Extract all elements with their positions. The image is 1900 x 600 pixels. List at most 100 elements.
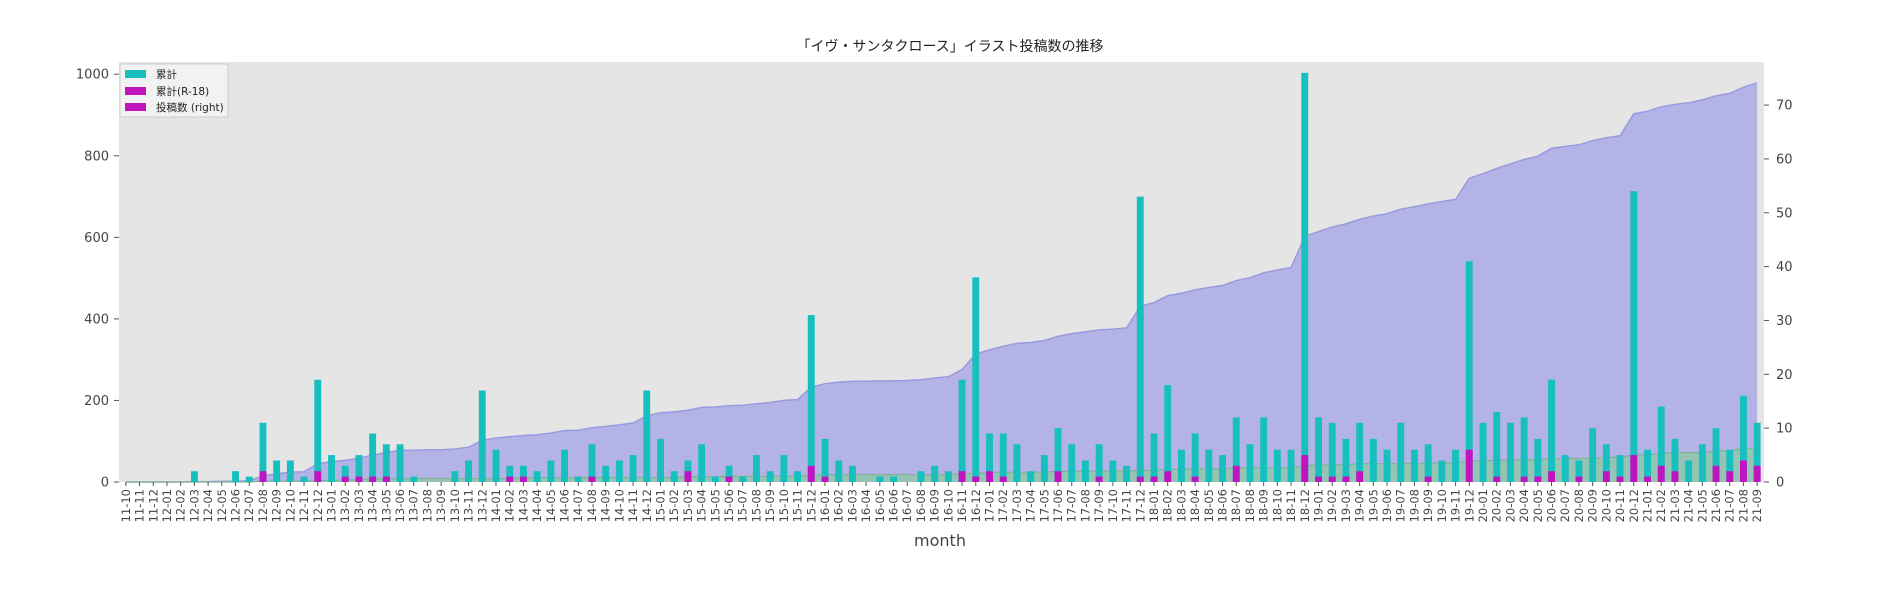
x-tick-label: 12-08: [256, 489, 270, 522]
x-tick-label: 17-08: [1078, 489, 1092, 522]
x-tick-label: 13-02: [338, 489, 352, 522]
x-tick-label: 12-11: [297, 489, 311, 522]
legend-box: [119, 63, 229, 118]
x-tick-label: 17-05: [1037, 489, 1051, 522]
bar-posts: [245, 476, 253, 482]
bar-posts: [191, 471, 198, 482]
x-tick-label: 18-04: [1188, 489, 1202, 522]
bar-posts-r18: [986, 471, 993, 482]
bar-posts: [300, 476, 308, 482]
bar-posts: [1328, 422, 1336, 482]
bar-posts-r18: [1054, 471, 1062, 482]
bar-posts-r18: [382, 476, 390, 482]
legend-label-total: 累計: [156, 68, 177, 81]
bar-posts: [1507, 422, 1514, 482]
x-tick-label: 13-12: [475, 489, 489, 522]
bar-posts: [1589, 428, 1597, 482]
bar-posts-r18: [1616, 476, 1624, 482]
bar-posts: [999, 433, 1007, 482]
bar-posts: [766, 471, 774, 482]
x-tick-label: 16-08: [914, 489, 928, 522]
bar-posts: [1191, 433, 1199, 482]
bar-posts: [1465, 261, 1473, 482]
bar-posts: [1657, 406, 1665, 482]
bar-posts: [615, 460, 623, 482]
bar-posts-r18: [1630, 455, 1638, 482]
x-tick-label: 19-09: [1421, 489, 1435, 522]
bar-posts: [917, 471, 925, 482]
x-tick-label: 15-11: [791, 489, 805, 522]
x-tick-label: 17-01: [983, 489, 997, 522]
bar-posts: [753, 455, 760, 482]
x-tick-label: 20-08: [1572, 489, 1586, 522]
x-tick-label: 14-08: [585, 489, 599, 522]
bar-posts-r18: [520, 476, 527, 482]
x-tick-label: 18-01: [1147, 489, 1161, 522]
x-tick-label: 15-08: [749, 489, 763, 522]
bar-posts-r18: [807, 465, 815, 482]
x-tick-label: 19-05: [1366, 489, 1380, 522]
bar-posts: [1616, 455, 1624, 482]
x-tick-label: 19-03: [1339, 489, 1353, 522]
x-tick-label: 18-02: [1161, 489, 1175, 522]
right-axis: 0 10 20 30 40 50 60 70: [1764, 99, 1793, 491]
bar-posts: [1273, 449, 1281, 482]
x-tick-label: 15-05: [708, 489, 722, 522]
left-tick-label: 800: [84, 149, 109, 164]
x-tick-label: 15-06: [722, 489, 736, 522]
bar-posts-r18: [1602, 471, 1610, 482]
bar-posts: [807, 315, 815, 482]
bar-posts: [1095, 444, 1103, 482]
x-tick-label: 21-01: [1641, 489, 1655, 522]
x-tick-label: 17-07: [1065, 489, 1079, 522]
bar-posts: [1205, 449, 1213, 482]
x-tick-label: 20-02: [1490, 489, 1504, 522]
right-tick-label: 20: [1776, 368, 1793, 383]
bar-posts: [849, 465, 856, 482]
bar-posts: [1315, 417, 1322, 482]
bar-posts: [711, 476, 719, 482]
left-tick-label: 600: [84, 231, 109, 246]
bar-posts-r18: [314, 471, 322, 482]
x-tick-label: 14-10: [612, 489, 626, 522]
bar-posts: [506, 465, 514, 482]
bar-posts: [1342, 438, 1350, 482]
x-tick-label: 14-01: [489, 489, 503, 522]
x-tick-label: 16-06: [887, 489, 901, 522]
bar-posts: [1520, 417, 1528, 482]
bar-posts: [602, 465, 610, 482]
left-tick-label: 1000: [76, 68, 109, 83]
bar-posts: [1534, 438, 1542, 482]
legend-label-r18: 累計(R-18): [156, 85, 209, 98]
bar-posts-r18: [972, 476, 980, 482]
bar-posts: [657, 438, 664, 482]
x-tick-label: 15-03: [681, 489, 695, 522]
x-tick-label: 17-09: [1092, 489, 1106, 522]
x-tick-label: 14-03: [516, 489, 530, 522]
x-tick-label: 19-04: [1353, 489, 1367, 522]
bar-posts: [986, 433, 993, 482]
bar-posts: [1712, 428, 1720, 482]
legend-swatch-posts: [125, 103, 146, 111]
x-tick-label: 13-11: [462, 489, 476, 522]
x-tick-label: 20-06: [1545, 489, 1559, 522]
bar-posts: [1493, 412, 1501, 482]
x-tick-label: 18-03: [1174, 489, 1188, 522]
legend-label-posts: 投稿数 (right): [156, 101, 224, 114]
legend-swatch-total: [125, 70, 146, 78]
x-tick-label: 12-02: [174, 489, 188, 522]
bar-posts: [876, 476, 884, 482]
x-tick-label: 12-06: [229, 489, 243, 522]
x-axis-label: month: [914, 531, 966, 550]
bar-posts: [1123, 465, 1130, 482]
bar-posts: [1602, 444, 1610, 482]
bar-posts-r18: [1164, 471, 1172, 482]
bar-posts: [492, 449, 500, 482]
x-tick-label: 16-11: [955, 489, 969, 522]
bar-posts: [670, 471, 678, 482]
bar-posts: [1040, 455, 1048, 482]
x-tick-label: 13-04: [366, 489, 380, 522]
x-tick-label: 15-02: [667, 489, 681, 522]
bar-posts: [794, 471, 801, 482]
x-tick-label: 17-10: [1106, 489, 1120, 522]
